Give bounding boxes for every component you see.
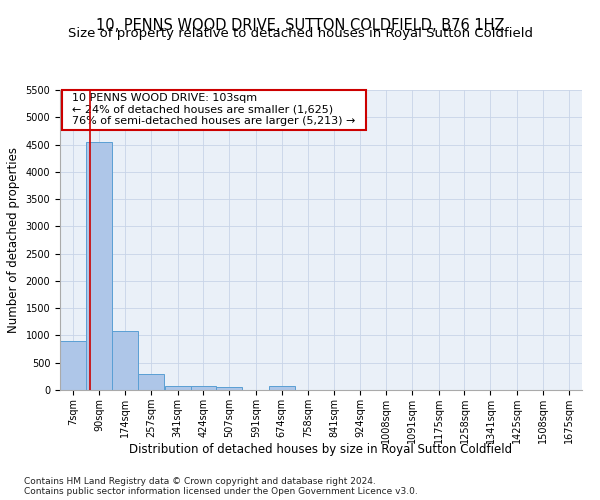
- Bar: [86, 142, 112, 390]
- Bar: [164, 386, 191, 390]
- Bar: [191, 386, 217, 390]
- Text: 10, PENNS WOOD DRIVE, SUTTON COLDFIELD, B76 1HZ: 10, PENNS WOOD DRIVE, SUTTON COLDFIELD, …: [96, 18, 504, 32]
- Text: Distribution of detached houses by size in Royal Sutton Coldfield: Distribution of detached houses by size …: [130, 442, 512, 456]
- Bar: [112, 332, 138, 390]
- Text: Contains HM Land Registry data © Crown copyright and database right 2024.: Contains HM Land Registry data © Crown c…: [24, 478, 376, 486]
- Text: 10 PENNS WOOD DRIVE: 103sqm
  ← 24% of detached houses are smaller (1,625)
  76%: 10 PENNS WOOD DRIVE: 103sqm ← 24% of det…: [65, 93, 362, 126]
- Bar: [138, 374, 164, 390]
- Bar: [60, 341, 86, 390]
- Bar: [217, 386, 242, 390]
- Bar: [269, 386, 295, 390]
- Text: Contains public sector information licensed under the Open Government Licence v3: Contains public sector information licen…: [24, 488, 418, 496]
- Text: Size of property relative to detached houses in Royal Sutton Coldfield: Size of property relative to detached ho…: [67, 28, 533, 40]
- Y-axis label: Number of detached properties: Number of detached properties: [7, 147, 20, 333]
